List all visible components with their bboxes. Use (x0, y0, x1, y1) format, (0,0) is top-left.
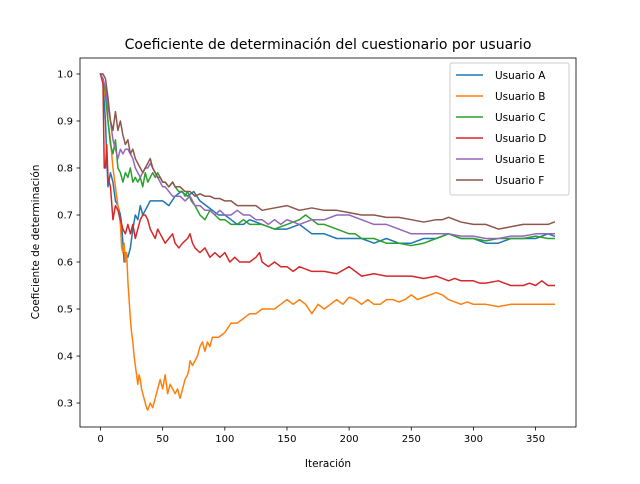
legend-label-5: Usuario E (495, 154, 545, 166)
y-tick-label: 0.3 (57, 399, 73, 410)
series-line-6 (99, 73, 556, 230)
x-tick-label: 100 (215, 434, 234, 445)
y-tick-label: 0.6 (57, 258, 73, 269)
y-axis: 0.3 0.4 0.5 0.6 0.7 0.8 0.9 1.0 (57, 70, 80, 410)
series-line-4 (99, 73, 555, 287)
legend: Usuario A Usuario B Usuario C Usuario D Usua… (449, 62, 570, 196)
series-lines (99, 72, 556, 411)
legend-label-2: Usuario B (495, 91, 545, 103)
y-tick-label: 0.9 (57, 117, 73, 128)
y-axis-label: Coeficiente de determinación (30, 165, 42, 320)
plot-area (79, 57, 577, 428)
legend-label-3: Usuario C (495, 112, 546, 124)
x-tick-label: 50 (156, 434, 169, 445)
series-line-1 (99, 73, 556, 263)
y-tick-label: 0.4 (57, 352, 73, 363)
y-tick-label: 0.5 (57, 305, 73, 316)
y-tick-label: 0.8 (57, 164, 73, 175)
x-tick-label: 0 (97, 434, 103, 445)
y-tick-label: 0.7 (57, 211, 73, 222)
x-axis-label: Iteración (305, 458, 351, 470)
legend-label-4: Usuario D (495, 133, 546, 145)
x-tick-label: 350 (526, 434, 545, 445)
legend-label-1: Usuario A (495, 70, 546, 82)
x-tick-label: 250 (402, 434, 421, 445)
x-tick-label: 150 (277, 434, 296, 445)
series-line-2 (99, 73, 555, 411)
plot-frame (79, 57, 577, 428)
x-tick-label: 200 (340, 434, 359, 445)
chart-title: Coeficiente de determinación del cuestio… (125, 37, 532, 53)
x-axis: 0 50 100 150 200 250 300 350 (97, 427, 545, 445)
x-tick-label: 300 (464, 434, 483, 445)
y-tick-label: 1.0 (57, 70, 73, 81)
legend-label-6: Usuario F (495, 175, 544, 187)
